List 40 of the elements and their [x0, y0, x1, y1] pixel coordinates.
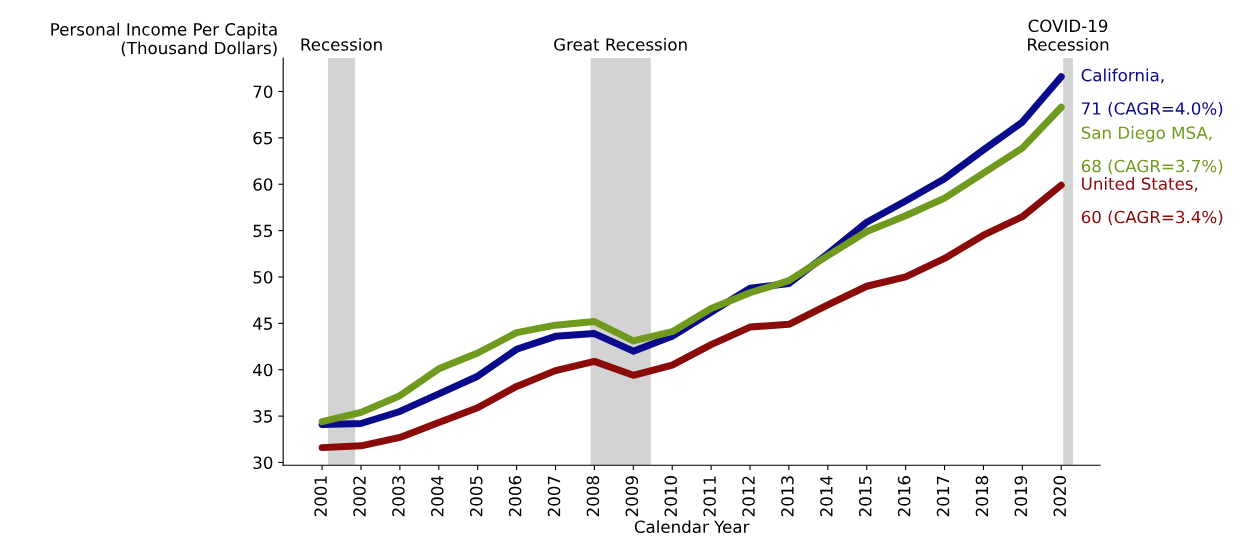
band-label: Great Recession	[554, 37, 687, 51]
series-label: United States,	[1082, 177, 1198, 192]
x-tick-label: 2004	[431, 475, 444, 517]
y-tick-label: 55	[253, 224, 272, 238]
x-tick-label: 2011	[703, 476, 716, 517]
series-label: California,	[1081, 68, 1164, 84]
annotation: 71 (CAGR=4.0%)	[1082, 101, 1223, 117]
x-tick-label: 2014	[820, 475, 833, 517]
y-tick-label: 35	[253, 410, 272, 423]
y-tick-label: 70	[253, 85, 273, 99]
annotation: 60 (CAGR=3.4%)	[1081, 210, 1223, 226]
x-tick-label: 2017	[936, 476, 950, 517]
x-tick-label: 2001	[314, 476, 327, 517]
x-tick-label: 2019	[1014, 476, 1028, 517]
x-tick-label: 2008	[586, 476, 600, 517]
x-tick-label: 2007	[547, 476, 561, 517]
x-tick-label: 2012	[742, 476, 755, 517]
y-tick-label: 30	[253, 456, 273, 470]
y-tick-label: 65	[253, 131, 272, 145]
x-tick-label: 2010	[664, 476, 678, 517]
y-axis-title: Personal Income Per Capita (Thousand Dollars)	[51, 22, 277, 57]
x-tick-label: 2016	[897, 476, 911, 517]
y-tick-label: 50	[253, 270, 273, 284]
y-tick-label: 45	[253, 317, 272, 330]
x-tick-label: 2009	[625, 476, 639, 517]
band-label: COVID-19 Recession	[1028, 19, 1109, 51]
x-tick-label: 2002	[353, 476, 366, 517]
x-tick-label: 2018	[975, 476, 989, 517]
x-tick-label: 2006	[508, 476, 522, 517]
x-axis-title: Calendar Year	[634, 520, 750, 534]
y-tick-label: 60	[253, 178, 273, 191]
annotation: 68 (CAGR=3.7%)	[1081, 159, 1223, 175]
x-tick-label: 2005	[469, 476, 483, 517]
x-tick-label: 2003	[392, 476, 405, 517]
series-label: San Diego MSA,	[1081, 126, 1212, 143]
x-tick-label: 2013	[781, 476, 794, 517]
y-tick-label: 40	[253, 363, 273, 377]
x-tick-label: 2020	[1053, 476, 1067, 517]
band-label: Recession	[301, 37, 382, 51]
x-tick-label: 2015	[858, 476, 872, 517]
